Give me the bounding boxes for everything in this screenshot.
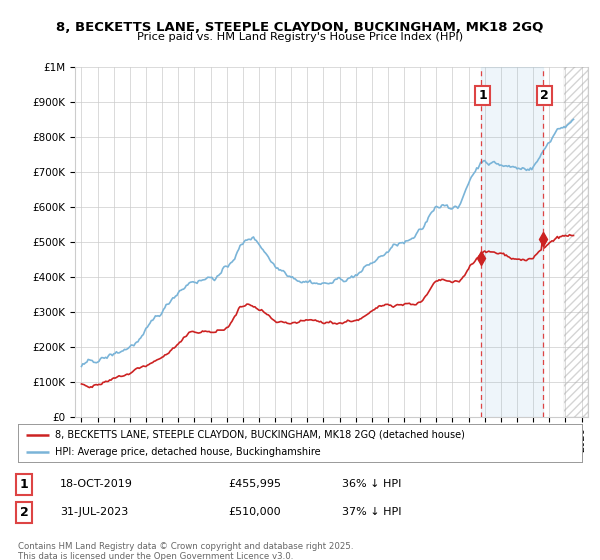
Text: £510,000: £510,000 (228, 507, 281, 517)
Text: 31-JUL-2023: 31-JUL-2023 (60, 507, 128, 517)
Text: 18-OCT-2019: 18-OCT-2019 (60, 479, 133, 489)
Text: 1: 1 (479, 88, 487, 102)
Text: 36% ↓ HPI: 36% ↓ HPI (342, 479, 401, 489)
Text: 1: 1 (20, 478, 28, 491)
Text: £455,995: £455,995 (228, 479, 281, 489)
Text: 8, BECKETTS LANE, STEEPLE CLAYDON, BUCKINGHAM, MK18 2GQ (detached house): 8, BECKETTS LANE, STEEPLE CLAYDON, BUCKI… (55, 430, 464, 440)
Text: HPI: Average price, detached house, Buckinghamshire: HPI: Average price, detached house, Buck… (55, 447, 320, 458)
Text: 2: 2 (20, 506, 28, 519)
Text: 2: 2 (540, 88, 548, 102)
Text: 8, BECKETTS LANE, STEEPLE CLAYDON, BUCKINGHAM, MK18 2GQ: 8, BECKETTS LANE, STEEPLE CLAYDON, BUCKI… (56, 21, 544, 34)
Text: Contains HM Land Registry data © Crown copyright and database right 2025.
This d: Contains HM Land Registry data © Crown c… (18, 542, 353, 560)
Bar (481, 67, 542, 417)
Text: 37% ↓ HPI: 37% ↓ HPI (342, 507, 401, 517)
Text: Price paid vs. HM Land Registry's House Price Index (HPI): Price paid vs. HM Land Registry's House … (137, 32, 463, 42)
